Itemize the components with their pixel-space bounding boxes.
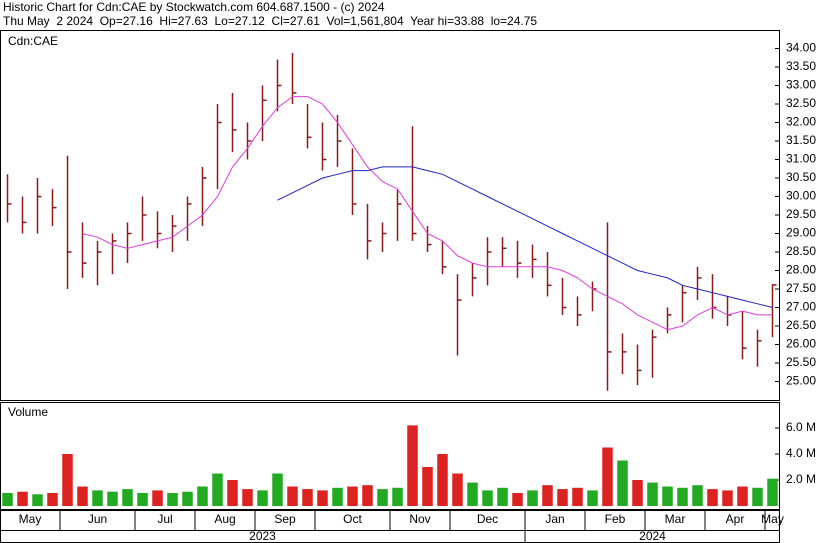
volume-bar [137,493,148,506]
x-tick-label: Mar [665,512,686,526]
volume-bar [2,493,13,506]
y-tick-label: 32.50 [786,96,816,110]
y-tick-label: 30.50 [786,170,816,184]
volume-bar [62,454,73,506]
volume-bar [32,494,43,506]
x-tick-label: May [761,512,784,526]
volume-bar [632,480,643,506]
symbol-label: Cdn:CAE [8,34,58,48]
volume-bar [692,485,703,506]
y-tick-label: 31.00 [786,152,816,166]
x-tick-label: Oct [343,512,362,526]
volume-bar [272,473,283,506]
volume-tick-label: 2.0 M [786,472,816,486]
y-tick-label: 29.00 [786,226,816,240]
volume-tick-label: 4.0 M [786,446,816,460]
y-tick-label: 29.50 [786,207,816,221]
y-tick-label: 33.50 [786,59,816,73]
y-tick-label: 31.50 [786,133,816,147]
volume-bar [437,454,448,506]
volume-bar [227,480,238,506]
volume-bar [122,489,133,506]
volume-bar [467,482,478,506]
volume-bar [587,490,598,506]
volume-bar [602,447,613,506]
chart-subtitle: Thu May 2 2024 Op=27.16 Hi=27.63 Lo=27.1… [3,14,537,28]
volume-bar [92,490,103,506]
x-tick-label: Jan [545,512,564,526]
y-tick-label: 32.00 [786,115,816,129]
volume-bar [512,493,523,506]
volume-label: Volume [8,405,48,419]
volume-bar [497,487,508,506]
year-label: 2024 [639,529,666,543]
x-tick-label: Sep [274,512,296,526]
volume-bar [17,491,28,506]
volume-bar [647,482,658,506]
volume-bar [347,486,358,506]
volume-bar [257,490,268,506]
x-tick-label: Feb [605,512,626,526]
volume-bar [737,486,748,506]
volume-bar [617,460,628,506]
volume-bar [542,485,553,506]
chart-title: Historic Chart for Cdn:CAE by Stockwatch… [3,0,385,14]
y-tick-label: 26.50 [786,318,816,332]
volume-bar [47,493,58,506]
volume-bar [182,491,193,506]
volume-bar [767,478,778,506]
volume-bar [107,491,118,506]
y-tick-label: 26.00 [786,337,816,351]
volume-bar [302,489,313,506]
volume-tick-label: 6.0 M [786,420,816,434]
volume-bar [407,425,418,506]
volume-bar [392,487,403,506]
volume-bar [722,490,733,506]
volume-bar [242,489,253,506]
y-tick-label: 25.50 [786,355,816,369]
y-tick-label: 28.50 [786,244,816,258]
y-tick-label: 30.00 [786,189,816,203]
x-tick-label: Jul [157,512,172,526]
volume-bar [752,487,763,506]
year-label: 2023 [249,529,276,543]
x-tick-label: Apr [726,512,745,526]
volume-bar [152,490,163,506]
volume-bar [572,487,583,506]
volume-bar [707,489,718,506]
x-tick-label: Jun [88,512,107,526]
volume-bar [332,487,343,506]
volume-bar [557,489,568,506]
y-tick-label: 25.00 [786,374,816,388]
volume-bar [197,486,208,506]
volume-bar [527,490,538,506]
y-tick-label: 34.00 [786,41,816,55]
volume-bar [377,489,388,506]
volume-bar [677,487,688,506]
y-tick-label: 27.50 [786,281,816,295]
x-tick-label: Nov [409,512,430,526]
volume-bar [482,490,493,506]
volume-bar [362,485,373,506]
volume-panel [0,402,780,510]
volume-bar [317,490,328,506]
volume-bar [662,486,673,506]
volume-bar [287,486,298,506]
x-tick-label: Aug [214,512,235,526]
y-tick-label: 33.00 [786,78,816,92]
moving-average [277,166,773,308]
volume-bar [167,493,178,506]
x-tick-label: Dec [477,512,498,526]
moving-average [82,96,773,331]
x-tick-label: May [19,512,42,526]
y-tick-label: 28.00 [786,263,816,277]
volume-bar [452,473,463,506]
volume-bar [77,486,88,506]
y-tick-label: 27.00 [786,300,816,314]
volume-bar [212,473,223,506]
volume-bar [422,467,433,506]
